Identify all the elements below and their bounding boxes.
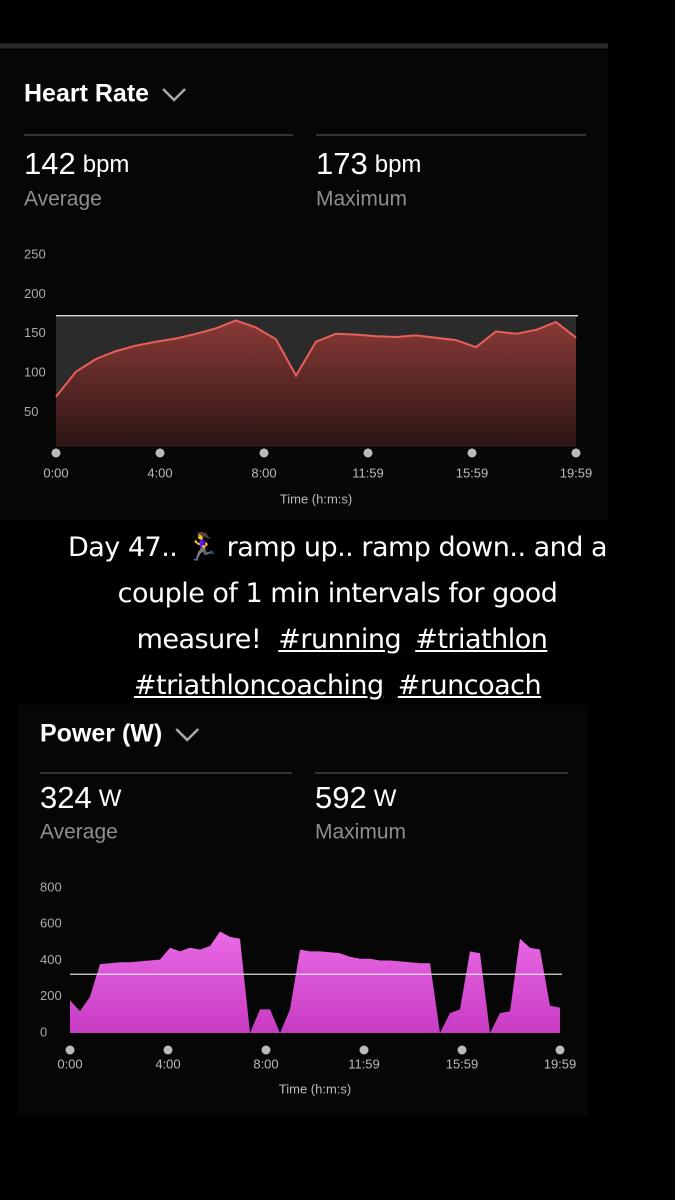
x-tick-label: 8:00 <box>253 1056 278 1071</box>
x-tick-dot <box>51 448 61 458</box>
y-tick-label: 250 <box>24 246 46 261</box>
card-title: Power (W) <box>40 720 162 748</box>
x-tick-label: 15:59 <box>446 1056 479 1071</box>
stat-unit: bpm <box>83 151 130 178</box>
stat-unit: bpm <box>375 151 422 178</box>
x-tick-label: 0:00 <box>57 1056 82 1071</box>
stat-label: Average <box>40 821 118 844</box>
hashtags: #running #triathlon #triathloncoaching #… <box>130 622 551 703</box>
x-tick-label: 11:59 <box>352 465 384 480</box>
hashtag[interactable]: #triathloncoaching <box>130 668 387 703</box>
y-tick-label: 100 <box>24 365 46 380</box>
x-tick-dot <box>155 448 165 458</box>
stat-value: 324 W <box>40 780 122 815</box>
stat-label: Average <box>24 188 102 211</box>
caption: Day 47.. 🏃‍♀️ ramp up.. ramp down.. and … <box>55 525 620 709</box>
dropdown-chevron <box>175 728 200 742</box>
stat-label: Maximum <box>315 821 406 844</box>
y-tick-label: 200 <box>24 286 46 301</box>
stat-value: 173 bpm <box>316 146 421 181</box>
stat-number: 142 <box>24 146 76 181</box>
area-fill <box>70 931 560 1033</box>
stat-unit: W <box>99 785 122 812</box>
stat-unit: W <box>374 785 397 812</box>
x-tick-label: 19:59 <box>544 1056 577 1071</box>
stat-label: Maximum <box>316 188 407 211</box>
x-tick-dot <box>363 448 373 458</box>
card <box>18 705 588 1115</box>
dropdown-chevron <box>162 88 186 102</box>
stat-value: 142 bpm <box>24 146 129 181</box>
hashtag[interactable]: #triathlon <box>412 622 551 657</box>
x-tick-dot <box>259 448 269 458</box>
x-tick-label: 11:59 <box>348 1056 380 1071</box>
card-title: Heart Rate <box>24 80 149 108</box>
card <box>0 50 608 520</box>
stat-number: 324 <box>40 780 92 815</box>
x-tick-label: 4:00 <box>155 1056 180 1071</box>
x-tick-dot <box>65 1045 75 1055</box>
area-fill <box>56 320 576 447</box>
x-tick-dot <box>457 1045 467 1055</box>
stat-value: 592 W <box>315 780 397 815</box>
y-tick-label: 600 <box>40 916 62 931</box>
x-tick-dot <box>467 448 477 458</box>
y-tick-label: 800 <box>40 879 62 894</box>
area-line <box>55 319 577 398</box>
hashtag[interactable]: #runcoach <box>394 668 545 703</box>
y-tick-label: 50 <box>24 404 38 419</box>
stat-number: 173 <box>316 146 368 181</box>
hashtag[interactable]: #running <box>275 622 405 657</box>
y-tick-label: 0 <box>40 1024 47 1039</box>
y-tick-label: 400 <box>40 952 62 967</box>
x-tick-label: 4:00 <box>147 465 172 480</box>
stat-number: 592 <box>315 780 367 815</box>
x-tick-dot <box>555 1045 565 1055</box>
y-tick-label: 200 <box>40 988 62 1003</box>
y-tick-label: 150 <box>24 325 46 340</box>
x-tick-label: 0:00 <box>43 465 68 480</box>
x-tick-dot <box>163 1045 173 1055</box>
x-tick-dot <box>359 1045 369 1055</box>
x-tick-label: 15:59 <box>456 465 489 480</box>
x-axis-label: Time (h:m:s) <box>279 1081 351 1096</box>
x-tick-dot <box>261 1045 271 1055</box>
x-axis-label: Time (h:m:s) <box>280 491 352 506</box>
x-tick-label: 19:59 <box>560 465 593 480</box>
x-tick-label: 8:00 <box>251 465 276 480</box>
x-tick-dot <box>571 448 581 458</box>
